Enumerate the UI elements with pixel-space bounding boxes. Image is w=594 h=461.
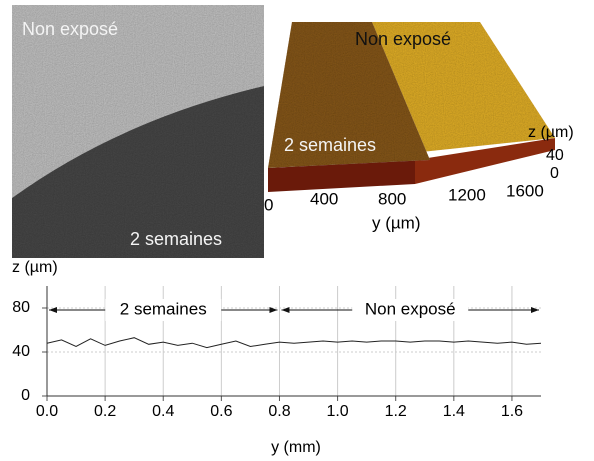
x-axis-label: y (mm) [271, 439, 321, 456]
y-axis-label: z (µm) [12, 259, 58, 276]
x-tick-label: 1.4 [443, 403, 465, 420]
image-label: 2 semaines [284, 135, 376, 155]
image-label: Non exposé [355, 29, 451, 49]
y-tick-label: 0 [21, 387, 30, 404]
annotation: Non exposé [365, 299, 456, 318]
surface-3d [268, 22, 555, 192]
y-tick-label-3d: 1600 [506, 181, 544, 200]
x-tick-label: 0.8 [268, 403, 290, 420]
x-tick-label: 1.2 [385, 403, 407, 420]
annotation: 2 semaines [120, 299, 207, 318]
x-tick-label: 1.0 [326, 403, 348, 420]
annotation-bg [352, 299, 469, 321]
x-tick-label: 0.0 [36, 403, 58, 420]
y-tick-label: 40 [12, 343, 30, 360]
x-tick-label: 0.4 [152, 403, 174, 420]
y-tick-label-3d: 1200 [448, 185, 486, 204]
z-tick-label: 0 [550, 165, 559, 182]
y-tick-label-3d: 0 [264, 195, 273, 214]
x-tick-label: 1.6 [501, 403, 523, 420]
y-axis-label-3d: y (µm) [372, 213, 421, 232]
image-label: Non exposé [22, 19, 118, 39]
y-tick-label-3d: 400 [310, 189, 338, 208]
y-tick-label-3d: 800 [378, 189, 406, 208]
annotation-bg [105, 299, 222, 321]
z-tick-label: 40 [546, 147, 564, 164]
z-axis-label: z (µm) [528, 124, 574, 141]
x-tick-label: 0.2 [94, 403, 116, 420]
micrograph [12, 5, 264, 258]
profile-line [46, 337, 542, 349]
x-tick-label: 0.6 [210, 403, 232, 420]
y-tick-label: 80 [12, 299, 30, 316]
image-label: 2 semaines [130, 229, 222, 249]
